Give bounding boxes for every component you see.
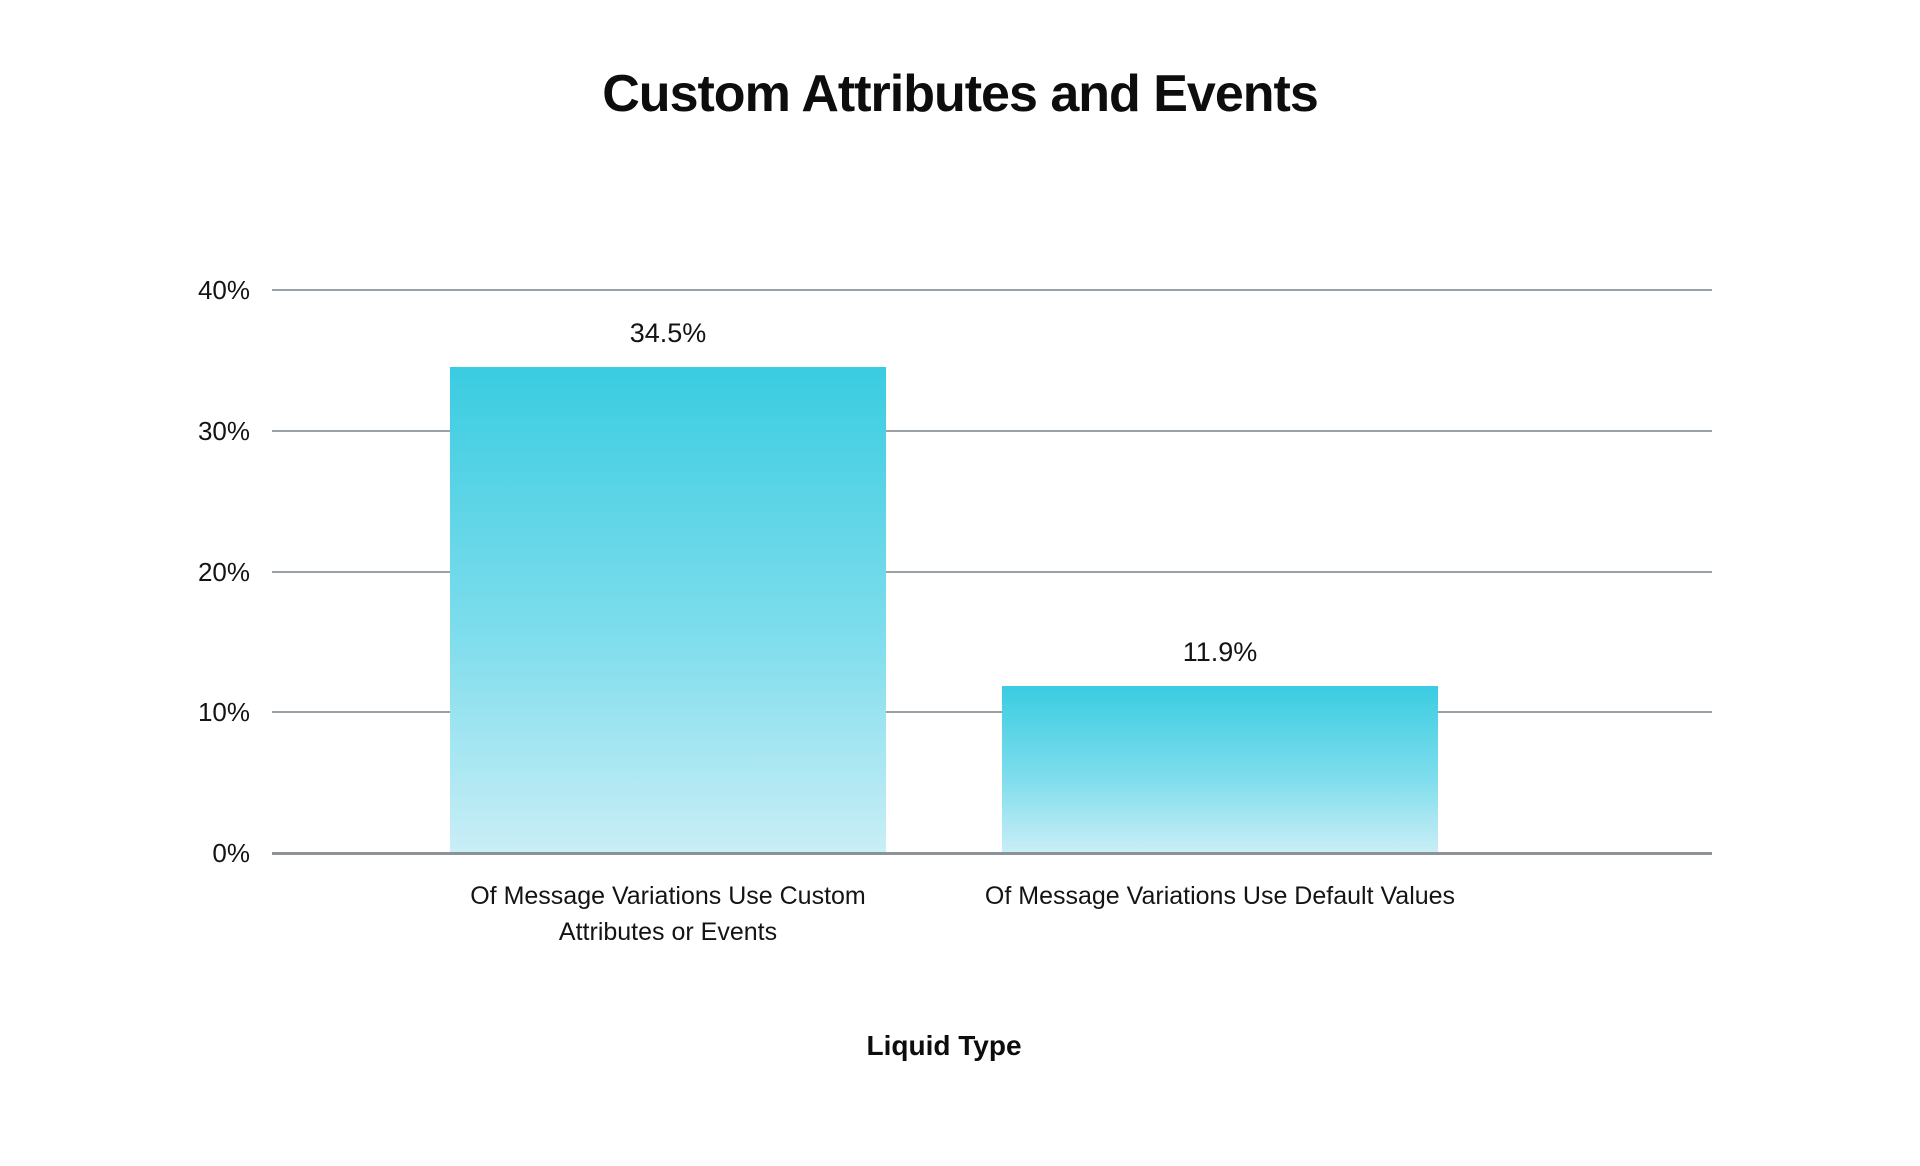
y-tick-label-30pct: 30% [197, 415, 250, 446]
x-axis-title: Liquid Type [866, 1030, 1022, 1061]
plot-area: 34.5% 11.9% [272, 289, 1712, 855]
gridline-0pct-axis [272, 851, 1712, 855]
y-tick-label-20pct: 20% [197, 556, 250, 587]
gridline-40pct [272, 289, 1712, 291]
bar-value-label-1: 11.9% [1182, 636, 1258, 667]
bar-value-label-0: 34.5% [629, 318, 707, 349]
chart-title: Custom Attributes and Events [602, 65, 1319, 123]
x-category-label-0: Of Message Variations Use Custom Attribu… [470, 882, 866, 946]
y-tick-label-0pct: 0% [212, 838, 250, 868]
y-tick-label-10pct: 10% [197, 697, 250, 728]
y-tick-label-40pct: 40% [197, 275, 250, 305]
gridline-20pct [272, 570, 1712, 573]
gridline-10pct [272, 711, 1712, 714]
x-category-label-1: Of Message Variations Use Default Values [984, 882, 1456, 910]
bar-1: 11.9% [1002, 637, 1438, 853]
gridline-30pct [272, 429, 1712, 432]
bar-0: 34.5% [450, 318, 886, 853]
